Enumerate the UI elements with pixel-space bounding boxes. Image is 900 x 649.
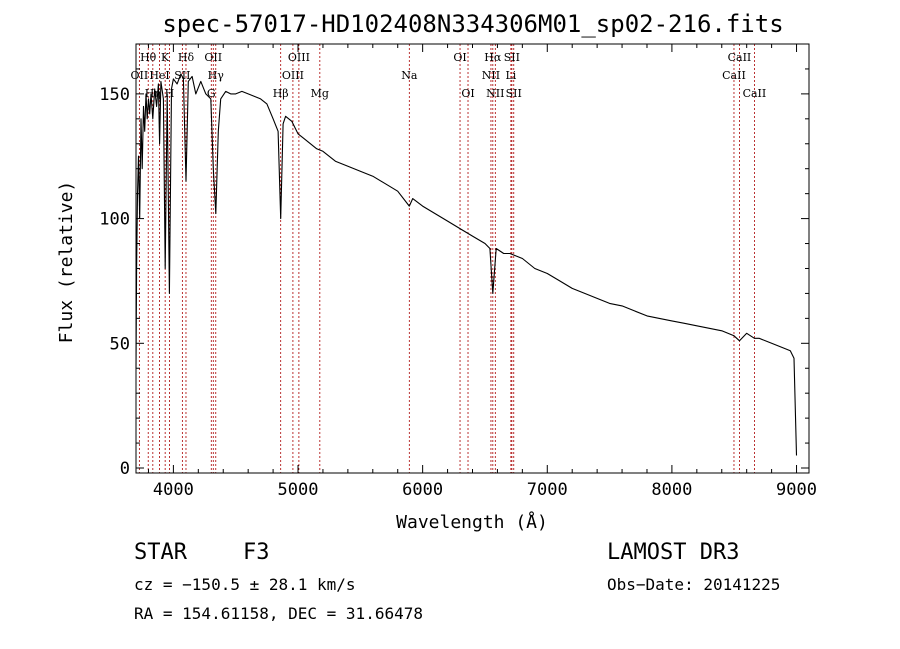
x-tick-label-3: 7000 — [527, 480, 568, 500]
plot-frame — [135, 43, 810, 474]
x-tick-label-0: 4000 — [153, 480, 194, 500]
y-tick-label-0: 0 — [120, 459, 130, 479]
line-label-5: H — [165, 87, 175, 100]
series-layer — [135, 73, 798, 456]
line-label-23: SII — [506, 87, 522, 100]
line-label-26: CaII — [743, 87, 767, 100]
line-label-14: Mg — [311, 87, 329, 100]
line-label-0: OII — [131, 69, 149, 82]
y-axis-ticks: 0 50 100 150 — [99, 68, 809, 479]
spectrum-chart: spec-57017-HD102408N334306M01_sp02-216.f… — [56, 10, 817, 533]
line-label-25: CaII — [728, 51, 752, 64]
line-label-4: K — [161, 51, 170, 64]
survey-label: LAMOST DR3 — [607, 540, 740, 565]
line-label-24: CaII — [722, 69, 746, 82]
line-label-16: OI — [453, 51, 466, 64]
spectrum-series-line — [135, 73, 798, 456]
line-label-15: Na — [401, 69, 418, 82]
line-label-7: Hδ — [178, 51, 195, 64]
line-label-10: Hγ — [208, 69, 225, 82]
line-label-22: SII — [504, 51, 520, 64]
x-axis-ticks: 4000 5000 6000 7000 8000 9000 — [147, 44, 817, 500]
line-label-1: Hθ — [140, 51, 157, 64]
line-label-6: SII — [174, 69, 190, 82]
y-tick-label-3: 150 — [99, 85, 130, 105]
redshift-value: cz = −150.5 ± 28.1 km/s — [134, 575, 356, 594]
y-tick-label-2: 100 — [99, 210, 130, 230]
line-label-18: NII — [482, 69, 500, 82]
line-label-20: NII — [486, 87, 504, 100]
chart-title: spec-57017-HD102408N334306M01_sp02-216.f… — [162, 10, 783, 38]
line-label-19: Hα — [484, 51, 502, 64]
spectral-line-labels: OIIHθHηHeIKHSIIHδGOIIHγHβOIIIOIIIMgNaOIO… — [131, 51, 767, 100]
y-tick-label-1: 50 — [110, 334, 130, 354]
x-tick-label-1: 5000 — [278, 480, 319, 500]
coordinates: RA = 154.61158, DEC = 31.66478 — [134, 604, 423, 623]
line-label-13: OIII — [288, 51, 310, 64]
spectral-line-markers — [138, 44, 755, 473]
line-label-21: Li — [505, 69, 516, 82]
line-label-9: OII — [204, 51, 222, 64]
class-label: STAR — [134, 540, 187, 565]
line-label-3: HeI — [149, 69, 169, 82]
x-tick-label-5: 9000 — [776, 480, 817, 500]
subclass-label: F3 — [243, 540, 270, 565]
x-tick-label-4: 8000 — [651, 480, 692, 500]
obs-date: Obs−Date: 20141225 — [607, 575, 781, 594]
x-tick-label-2: 6000 — [402, 480, 443, 500]
x-axis-label: Wavelength (Å) — [396, 511, 548, 533]
line-label-12: OIII — [282, 69, 304, 82]
line-label-11: Hβ — [273, 87, 289, 100]
y-axis-label: Flux (relative) — [56, 181, 77, 344]
line-label-8: G — [207, 87, 216, 100]
line-label-17: OI — [461, 87, 474, 100]
